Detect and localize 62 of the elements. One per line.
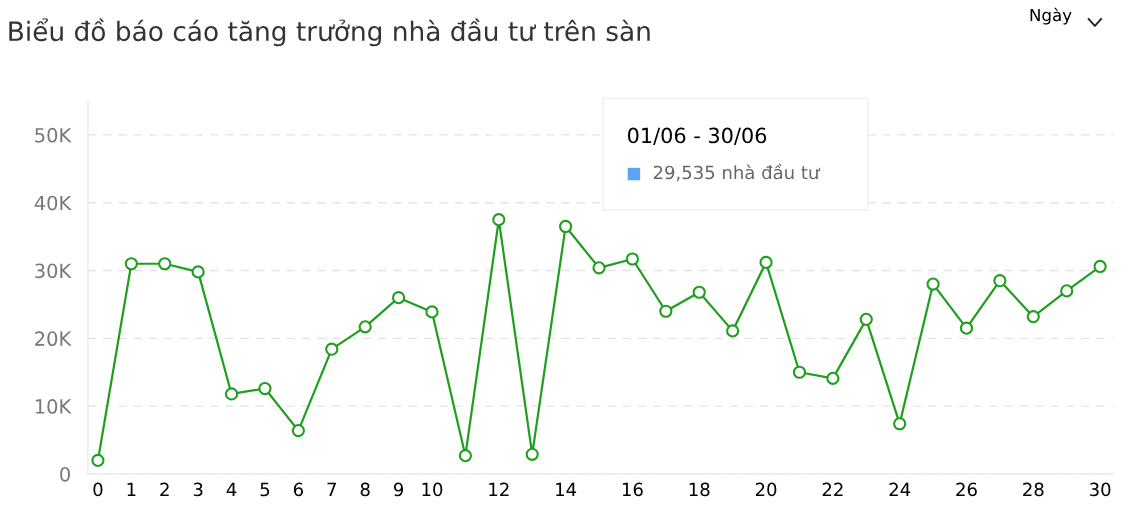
point	[525, 447, 539, 461]
annotation: 29,535 nhà đầu tư	[653, 163, 821, 182]
point	[91, 453, 105, 467]
x-tick-label: 5	[260, 482, 270, 497]
x-tick-label: 30	[1090, 482, 1111, 497]
x-tick-label: 18	[689, 482, 710, 497]
point	[158, 257, 172, 271]
x-tick-label: 22	[822, 482, 843, 497]
chart-title: Biểu đồ báo cáo tăng trưởng nhà đầu tư trên sàn	[9, 18, 650, 47]
y-tick-label: 50K	[35, 127, 72, 143]
point	[1026, 310, 1040, 324]
point	[191, 265, 205, 279]
y-tick-label: 40K	[34, 195, 72, 211]
point	[258, 381, 272, 396]
x-tick-label: 1	[127, 482, 136, 497]
point	[391, 291, 406, 305]
x-tick-label: 7	[327, 482, 336, 497]
y-tick-label: 20K	[35, 331, 72, 347]
point	[425, 305, 439, 319]
point	[826, 371, 840, 385]
x-tick-label: 16	[622, 482, 643, 497]
annotation: 01/06 - 30/06	[627, 127, 767, 145]
point	[926, 277, 940, 291]
point	[358, 320, 372, 334]
x-tick-label: 8	[360, 482, 370, 497]
point	[792, 365, 807, 379]
x-tick-label: 14	[556, 482, 577, 497]
point	[759, 255, 773, 269]
point	[692, 285, 706, 299]
point	[458, 449, 472, 463]
point	[325, 342, 339, 356]
point	[124, 257, 138, 271]
point	[726, 324, 740, 338]
x-tick-label: 6	[293, 482, 303, 497]
y-tick-label: 30K	[35, 263, 72, 279]
x-tick-label: 10	[422, 482, 443, 497]
point	[659, 304, 673, 318]
x-tick-label: 3	[193, 482, 203, 497]
x-tick-label: 2	[160, 482, 169, 497]
point	[1060, 284, 1074, 298]
point	[893, 417, 907, 431]
point	[1093, 259, 1107, 274]
point	[559, 219, 573, 234]
point	[224, 387, 239, 401]
y-tick-label: 10K	[35, 399, 72, 414]
x-tick-label: 26	[956, 482, 977, 497]
x-tick-label: 20	[755, 482, 777, 497]
point	[625, 252, 640, 266]
x-tick-label: 28	[1023, 482, 1044, 497]
point	[993, 274, 1007, 288]
point	[959, 321, 974, 335]
x-tick-label: 12	[489, 482, 509, 497]
text: Ngày	[1030, 7, 1072, 25]
y-tick-label: 0	[60, 466, 70, 482]
point	[492, 213, 506, 227]
x-tick-label: 4	[226, 482, 237, 497]
point	[291, 423, 305, 438]
point	[859, 312, 873, 326]
x-tick-label: 9	[393, 482, 404, 497]
x-tick-label: 0	[93, 482, 103, 497]
point	[592, 261, 606, 275]
x-tick-label: 24	[889, 482, 911, 497]
